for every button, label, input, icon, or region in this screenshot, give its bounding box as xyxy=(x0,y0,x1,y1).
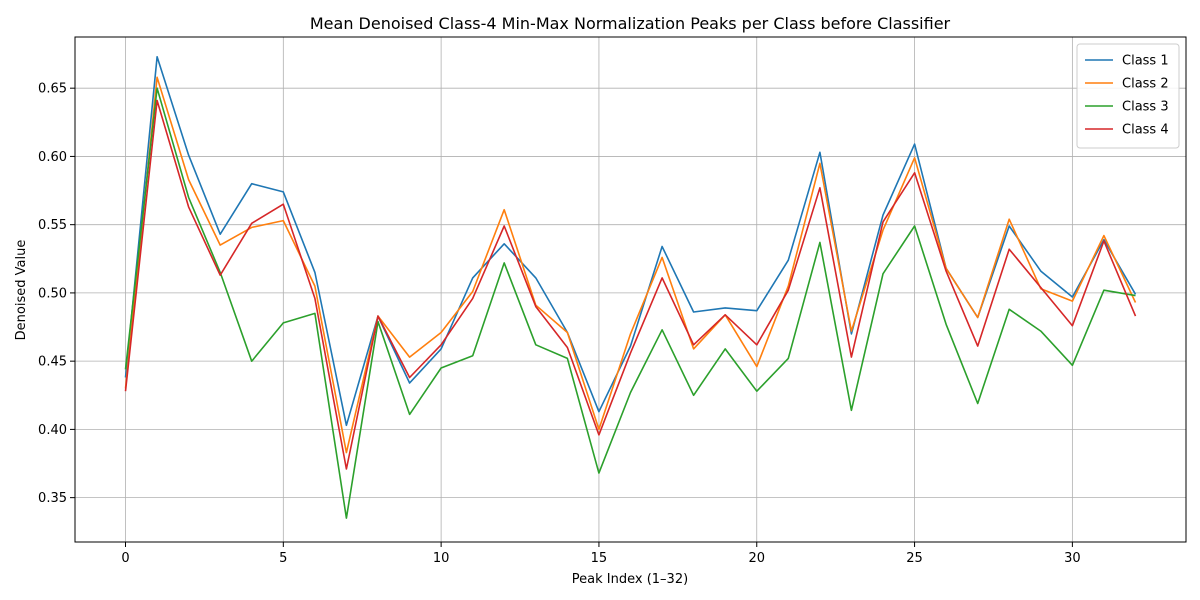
legend-entry-label: Class 4 xyxy=(1122,123,1169,138)
chart-title: Mean Denoised Class-4 Min-Max Normalizat… xyxy=(310,14,951,33)
series-lines xyxy=(124,55,1137,519)
x-tick-label: 30 xyxy=(1064,551,1081,566)
y-tick-label: 0.60 xyxy=(38,150,67,165)
x-tick-label: 15 xyxy=(591,551,608,566)
series-line-class-3 xyxy=(124,87,1136,519)
grid-lines xyxy=(75,37,1186,542)
x-tick-label: 10 xyxy=(433,551,450,566)
y-tick-label: 0.65 xyxy=(38,82,67,97)
y-axis-ticks: 0.35 0.40 0.45 0.50 0.55 0.60 0.65 xyxy=(38,82,75,506)
series-line-class-4 xyxy=(124,99,1137,470)
x-tick-label: 20 xyxy=(748,551,765,566)
legend-entry-label: Class 1 xyxy=(1122,54,1169,69)
x-axis-label: Peak Index (1–32) xyxy=(572,572,688,587)
legend-box xyxy=(1076,43,1180,149)
plot-frame xyxy=(74,36,1187,543)
x-tick-label: 0 xyxy=(121,551,129,566)
y-tick-label: 0.35 xyxy=(38,491,67,506)
y-axis-label: Denoised Value xyxy=(14,240,29,341)
x-tick-label: 25 xyxy=(906,551,923,566)
y-tick-label: 0.45 xyxy=(38,355,67,370)
series-line-class-2 xyxy=(124,76,1137,454)
x-axis-ticks: 0 5 10 15 20 25 30 xyxy=(121,542,1081,566)
legend-entry-label: Class 3 xyxy=(1122,100,1169,115)
y-tick-label: 0.40 xyxy=(38,423,67,438)
legend: Class 1 Class 2 Class 3 Class 4 xyxy=(1076,43,1180,149)
legend-entry-label: Class 2 xyxy=(1122,77,1169,92)
y-tick-label: 0.50 xyxy=(38,286,67,301)
x-tick-label: 5 xyxy=(279,551,287,566)
y-tick-label: 0.55 xyxy=(38,218,67,233)
